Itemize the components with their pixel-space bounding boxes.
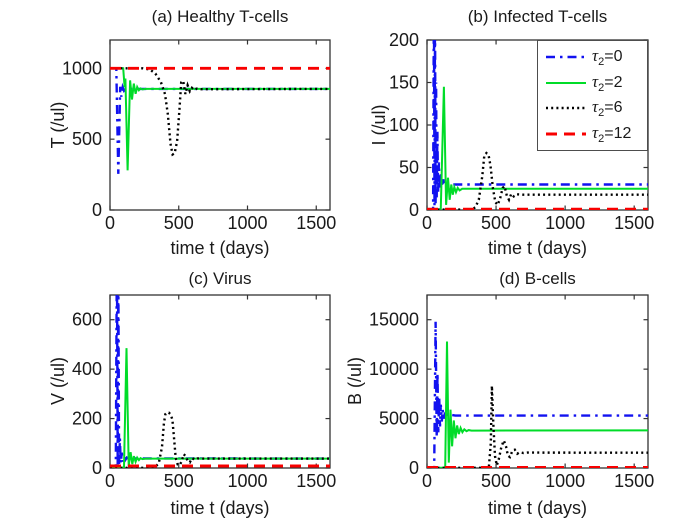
x-tick-label: 500 xyxy=(481,213,511,233)
subplot-c-ylabel: V (/ul) xyxy=(48,357,68,406)
legend-line-sample-tau2-2 xyxy=(546,81,586,84)
y-tick-label: 200 xyxy=(389,30,419,50)
x-tick-label: 0 xyxy=(422,471,432,491)
y-tick-label: 5000 xyxy=(379,409,419,429)
y-tick-label: 1000 xyxy=(62,58,102,78)
y-tick-label: 150 xyxy=(389,73,419,93)
series-b-tau2 xyxy=(427,86,648,210)
subplot-a-xlabel: time t (days) xyxy=(170,238,270,258)
y-tick-label: 200 xyxy=(72,409,102,429)
x-tick-label: 500 xyxy=(481,471,511,491)
series-a-tau0 xyxy=(110,67,330,174)
x-tick-label: 500 xyxy=(164,213,194,233)
legend-item-tau2-6: τ2=6 xyxy=(545,97,645,119)
x-tick-label: 1000 xyxy=(227,471,267,491)
subplot-a-ylabel: T (/ul) xyxy=(48,101,68,149)
legend-label-tau2-2: τ2=2 xyxy=(592,71,623,94)
x-tick-label: 1000 xyxy=(545,213,585,233)
subplot-b-ylabel: I (/ul) xyxy=(369,104,389,146)
y-tick-label: 500 xyxy=(72,129,102,149)
y-tick-label: 600 xyxy=(72,310,102,330)
subplot-b-title: (b) Infected T-cells xyxy=(467,7,608,26)
subplot-d-xlabel: time t (days) xyxy=(487,498,588,518)
axes-box-c xyxy=(109,294,331,469)
y-tick-label: 0 xyxy=(409,458,419,478)
subplot-b-xlabel: time t (days) xyxy=(487,238,588,258)
x-tick-label: 1500 xyxy=(296,471,336,491)
axes-box-a xyxy=(109,39,331,211)
series-d-tau0 xyxy=(427,321,648,468)
x-tick-label: 1500 xyxy=(614,213,654,233)
legend-label-tau2-6: τ2=6 xyxy=(592,97,623,120)
legend-line-sample-tau2-6 xyxy=(546,107,586,110)
y-tick-label: 15000 xyxy=(369,310,419,330)
legend: τ2=0 τ2=2 τ2=6 τ2=12 xyxy=(537,40,648,151)
subplot-c-title: (c) Virus xyxy=(188,269,252,288)
axes-box-d xyxy=(426,294,649,469)
legend-label-tau2-12: τ2=12 xyxy=(592,123,632,146)
y-tick-label: 400 xyxy=(72,359,102,379)
y-tick-label: 10000 xyxy=(369,359,419,379)
series-d-tau2 xyxy=(427,341,648,468)
legend-line-sample-tau2-12 xyxy=(546,132,586,136)
y-tick-label: 100 xyxy=(389,115,419,135)
series-b-tau6 xyxy=(427,151,648,210)
y-tick-label: 0 xyxy=(92,458,102,478)
subplot-d-ylabel: B (/ul) xyxy=(345,357,365,406)
x-tick-label: 0 xyxy=(105,213,115,233)
series-c-tau6 xyxy=(110,411,330,468)
x-tick-label: 0 xyxy=(105,471,115,491)
legend-item-tau2-2: τ2=2 xyxy=(545,72,645,94)
legend-item-tau2-12: τ2=12 xyxy=(545,123,645,145)
x-tick-label: 1000 xyxy=(545,471,585,491)
y-tick-label: 0 xyxy=(92,200,102,220)
series-a-tau6 xyxy=(110,67,330,157)
x-tick-label: 1500 xyxy=(614,471,654,491)
x-tick-label: 0 xyxy=(422,213,432,233)
series-c-tau2 xyxy=(110,348,330,468)
legend-label-tau2-0: τ2=0 xyxy=(592,45,623,68)
subplot-c-xlabel: time t (days) xyxy=(170,498,270,518)
series-d-tau6 xyxy=(427,385,648,468)
y-tick-label: 0 xyxy=(409,200,419,220)
x-tick-label: 1000 xyxy=(227,213,267,233)
y-tick-label: 50 xyxy=(399,158,419,178)
legend-line-sample-tau2-0 xyxy=(546,55,586,59)
legend-item-tau2-0: τ2=0 xyxy=(545,46,645,68)
x-tick-label: 500 xyxy=(164,471,194,491)
series-a-tau2 xyxy=(110,67,330,171)
x-tick-label: 1500 xyxy=(296,213,336,233)
subplot-d-title: (d) B-cells xyxy=(499,269,576,288)
subplot-a-title: (a) Healthy T-cells xyxy=(151,7,289,26)
